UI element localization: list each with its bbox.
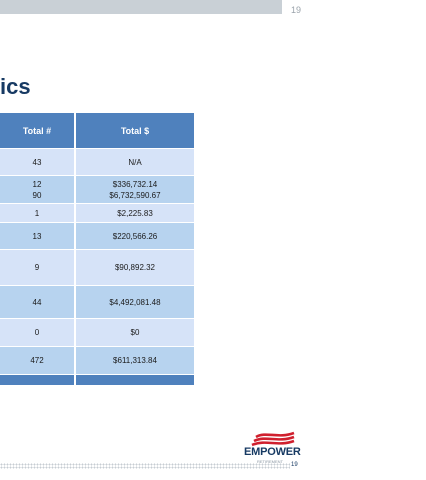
count-cell: 12 90 — [0, 175, 76, 204]
top-header-bar — [0, 0, 282, 14]
table-row: 44 $4,492,081.48 — [0, 285, 196, 319]
amount-cell: $90,892.32 — [75, 249, 196, 286]
logo-subtext: RETIREMENT — [257, 459, 283, 464]
slide-title: ics — [0, 74, 31, 99]
count-cell: 0 — [0, 318, 76, 347]
table-row: 43 N/A — [0, 148, 196, 176]
page-number-top: 19 — [291, 5, 302, 15]
table-row: 472 $611,313.84 — [0, 346, 196, 375]
page-number-bottom: 19 — [291, 462, 298, 468]
count-cell: 44 — [0, 285, 76, 319]
amount-cell: $220,566.26 — [75, 222, 196, 250]
amount-cell: $336,732.14 $6,732,590.67 — [75, 175, 196, 204]
amount-cell: $4,492,081.48 — [75, 285, 196, 319]
footer-cell — [75, 374, 196, 386]
amount-cell: N/A — [75, 148, 196, 176]
table-row: 1 $2,225.83 — [0, 203, 196, 223]
table-row: 9 $90,892.32 — [0, 249, 196, 286]
column-header-total-count: Total # — [0, 113, 76, 149]
footer-cell — [0, 374, 76, 386]
count-cell: 1 — [0, 203, 76, 223]
statistics-table: Total # Total $ 43 N/A 12 90 $336,732.14… — [0, 113, 196, 386]
logo-wordmark: EMPOWER — [244, 446, 301, 458]
empower-flag-logo-icon — [251, 431, 295, 447]
dotted-footer-divider — [0, 463, 290, 469]
table-header-row: Total # Total $ — [0, 113, 196, 149]
count-cell: 9 — [0, 249, 76, 286]
count-cell: 472 — [0, 346, 76, 375]
table-row: 0 $0 — [0, 318, 196, 347]
count-cell: 13 — [0, 222, 76, 250]
amount-cell: $0 — [75, 318, 196, 347]
count-cell: 43 — [0, 148, 76, 176]
amount-cell: $2,225.83 — [75, 203, 196, 223]
column-header-total-amount: Total $ — [75, 113, 196, 149]
table-row: 13 $220,566.26 — [0, 222, 196, 250]
amount-cell: $611,313.84 — [75, 346, 196, 375]
table-footer-row — [0, 374, 196, 386]
table-row: 12 90 $336,732.14 $6,732,590.67 — [0, 175, 196, 204]
